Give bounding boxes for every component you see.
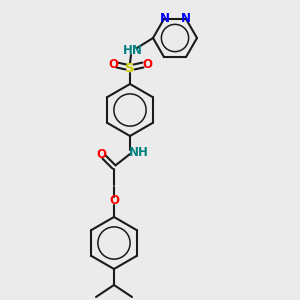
- Text: O: O: [142, 58, 152, 71]
- Text: HN: HN: [123, 44, 143, 56]
- Text: S: S: [125, 61, 135, 74]
- Text: N: N: [160, 12, 170, 26]
- Text: N: N: [181, 12, 191, 26]
- Text: O: O: [108, 58, 118, 71]
- Text: NH: NH: [129, 146, 149, 158]
- Text: O: O: [109, 194, 119, 208]
- Text: O: O: [96, 148, 106, 160]
